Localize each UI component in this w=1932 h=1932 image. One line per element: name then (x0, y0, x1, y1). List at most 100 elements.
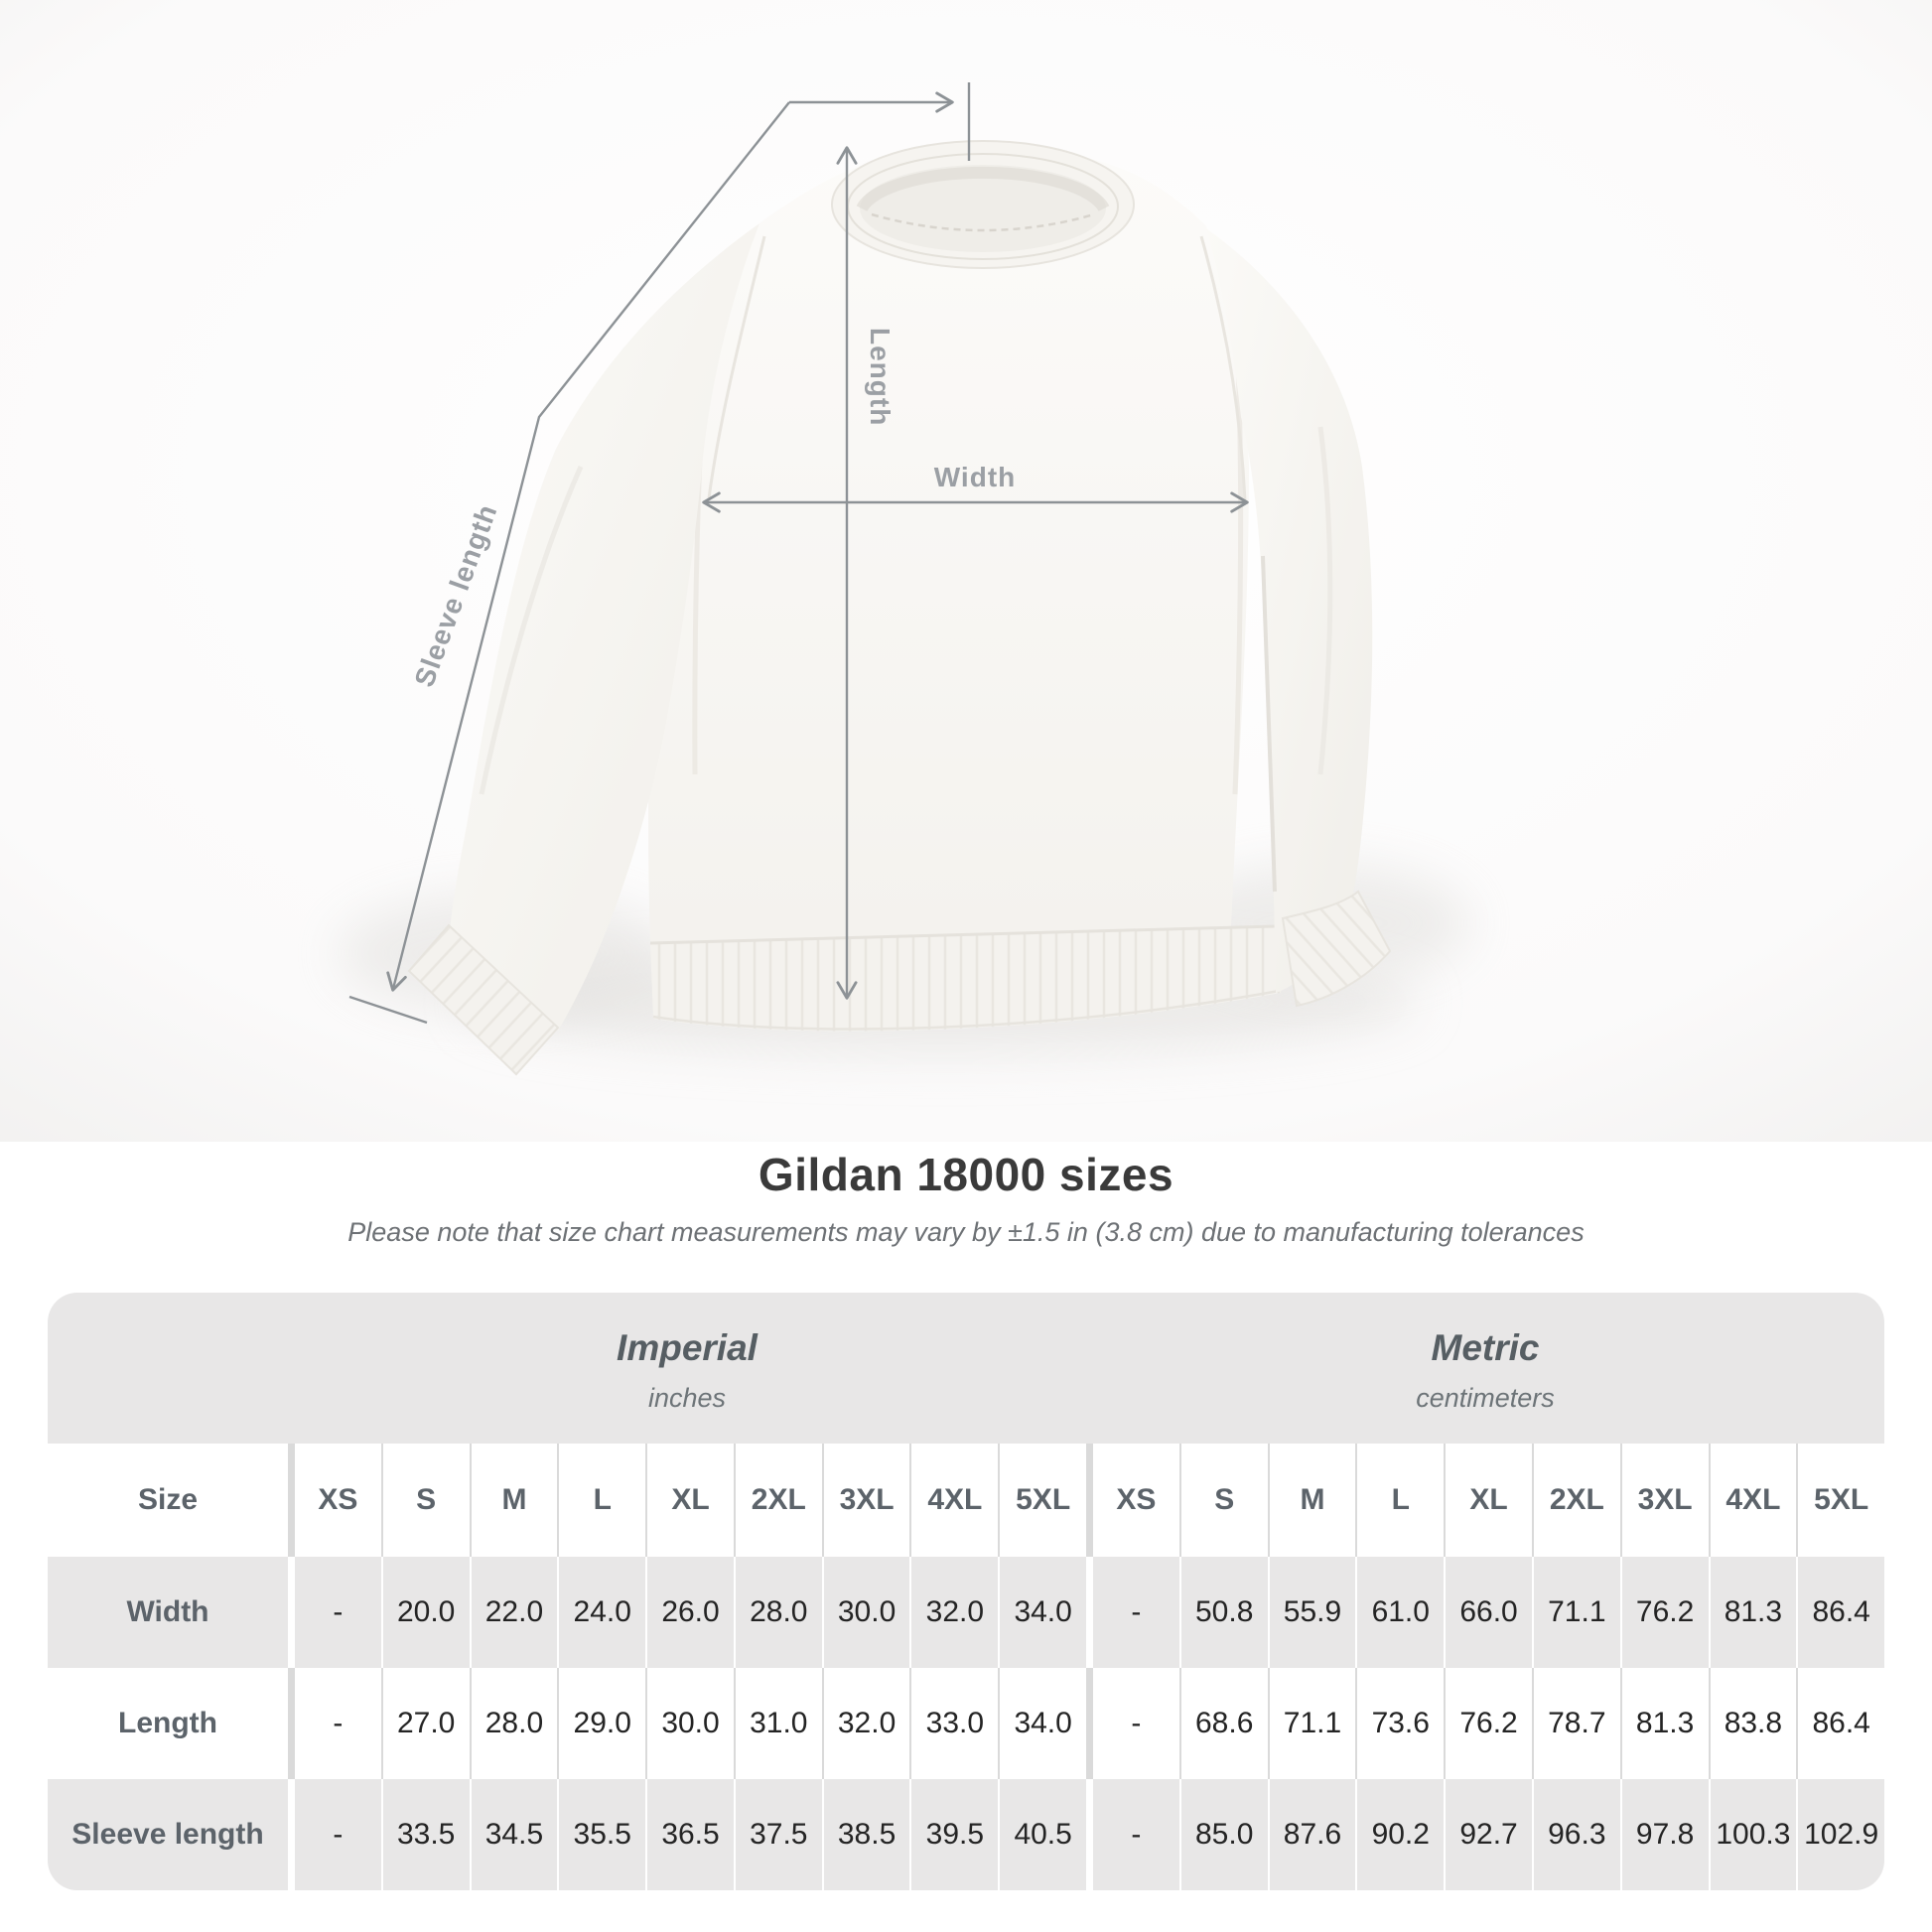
right-cuff (1281, 890, 1392, 1008)
value-cell: 35.5 (559, 1779, 648, 1890)
value-cell: 34.0 (1000, 1557, 1094, 1668)
size-header: L (559, 1444, 648, 1557)
value-cell: 86.4 (1812, 1595, 1870, 1628)
size-header: M (1270, 1444, 1358, 1557)
value-cell: 29.0 (559, 1668, 648, 1779)
size-header: 2XL (736, 1444, 824, 1557)
size-table: Imperial inches Metric centimeters Size X… (48, 1293, 1884, 1890)
value-cell: - (295, 1668, 383, 1779)
value-cell: - (1093, 1557, 1181, 1668)
size-header: S (1181, 1444, 1270, 1557)
table-row: Length -27.0 28.0 29.0 30.0 31.0 32.0 33.0 34.0-… (48, 1668, 1884, 1779)
size-header: XL (1446, 1444, 1534, 1557)
size-column-header: Size (48, 1444, 295, 1557)
sleeve-end-tick (348, 995, 428, 1025)
size-header: XS (1093, 1444, 1181, 1557)
row-label: Width (48, 1557, 295, 1668)
value-cell: 76.2 (1446, 1668, 1534, 1779)
size-header-row: Size XS S M L XL 2XL 3XL 4XL 5XL XS S M L XL 2XL 3XL 4XL 5… (48, 1444, 1884, 1557)
value-cell: 30.0 (824, 1557, 912, 1668)
sweatshirt-body (648, 156, 1249, 945)
value-cell: 20.0 (383, 1557, 472, 1668)
value-cell: 22.0 (472, 1557, 560, 1668)
value-cell: 87.6 (1270, 1779, 1358, 1890)
value-cell: 24.0 (559, 1557, 648, 1668)
left-cuff (407, 923, 560, 1076)
value-cell: 81.3 (1622, 1668, 1711, 1779)
metric-group-header: Metric centimeters (1086, 1293, 1884, 1444)
value-cell: 83.8 (1711, 1668, 1799, 1779)
row-label: Sleeve length (48, 1779, 295, 1890)
product-photo: Length Width Sleeve length (0, 0, 1932, 1142)
value-cell: 86.4 (1812, 1707, 1870, 1739)
value-cell: 100.3 (1711, 1779, 1799, 1890)
value-cell: 27.0 (383, 1668, 472, 1779)
imperial-group-header: Imperial inches (288, 1293, 1086, 1444)
band-spacer (48, 1293, 288, 1444)
row-label: Length (48, 1668, 295, 1779)
value-cell: - (295, 1779, 383, 1890)
width-annotation: Width (934, 462, 1017, 492)
value-cell: 85.0 (1181, 1779, 1270, 1890)
collar (831, 140, 1135, 269)
value-cell: 28.0 (736, 1557, 824, 1668)
size-header: 4XL (911, 1444, 1001, 1557)
metric-group-name: Metric (1431, 1326, 1540, 1368)
value-cell: 36.5 (647, 1779, 736, 1890)
table-row: Sleeve length -33.5 34.5 35.5 36.5 37.5 38.5 39… (48, 1779, 1884, 1890)
left-sleeve (450, 223, 759, 1031)
value-cell: 66.0 (1446, 1557, 1534, 1668)
value-cell: 38.5 (824, 1779, 912, 1890)
size-header: 5XL (1000, 1444, 1094, 1557)
value-cell: 50.8 (1181, 1557, 1270, 1668)
sweatshirt-illustration (407, 140, 1392, 1076)
size-header: XS (295, 1444, 383, 1557)
value-cell: - (1093, 1668, 1181, 1779)
table-row: Width -20.0 22.0 24.0 26.0 28.0 30.0 32.0 34.0-5… (48, 1557, 1884, 1668)
sweatshirt-diagram-svg: Length Width Sleeve length (0, 0, 1932, 1142)
value-cell: 40.5 (1000, 1779, 1094, 1890)
value-cell: 61.0 (1357, 1557, 1447, 1668)
size-header: 4XL (1711, 1444, 1799, 1557)
value-cell: 97.8 (1622, 1779, 1711, 1890)
value-cell: 90.2 (1357, 1779, 1447, 1890)
value-cell: 37.5 (736, 1779, 824, 1890)
measurement-lines (348, 82, 1249, 1025)
tolerance-note: Please note that size chart measurements… (347, 1217, 1585, 1247)
unit-group-band: Imperial inches Metric centimeters (48, 1293, 1884, 1444)
size-header: XL (647, 1444, 736, 1557)
size-header: S (383, 1444, 472, 1557)
size-header: 5XL (1814, 1483, 1869, 1516)
table-body: Width -20.0 22.0 24.0 26.0 28.0 30.0 32.0 34.0-5… (48, 1557, 1884, 1890)
size-header: 3XL (824, 1444, 912, 1557)
value-cell: 32.0 (911, 1557, 1001, 1668)
value-cell: 73.6 (1357, 1668, 1447, 1779)
value-cell: 34.0 (1000, 1668, 1094, 1779)
value-cell: 30.0 (647, 1668, 736, 1779)
value-cell: 78.7 (1534, 1668, 1622, 1779)
imperial-group-name: Imperial (617, 1326, 758, 1368)
value-cell: 68.6 (1181, 1668, 1270, 1779)
value-cell: 96.3 (1534, 1779, 1622, 1890)
value-cell: - (1093, 1779, 1181, 1890)
size-header: M (472, 1444, 560, 1557)
size-header: 2XL (1534, 1444, 1622, 1557)
imperial-group-unit: inches (647, 1382, 727, 1413)
size-header: L (1357, 1444, 1447, 1557)
value-cell: 39.5 (911, 1779, 1001, 1890)
value-cell: 92.7 (1446, 1779, 1534, 1890)
metric-group-unit: centimeters (1416, 1382, 1555, 1413)
value-cell: 26.0 (647, 1557, 736, 1668)
value-cell: 81.3 (1711, 1557, 1799, 1668)
value-cell: 28.0 (472, 1668, 560, 1779)
value-cell: 34.5 (472, 1779, 560, 1890)
value-cell: - (295, 1557, 383, 1668)
value-cell: 55.9 (1270, 1557, 1358, 1668)
value-cell: 33.0 (911, 1668, 1001, 1779)
hem-band (650, 926, 1281, 1032)
length-annotation: Length (865, 328, 896, 426)
value-cell: 31.0 (736, 1668, 824, 1779)
size-header: 3XL (1622, 1444, 1711, 1557)
value-cell: 71.1 (1534, 1557, 1622, 1668)
